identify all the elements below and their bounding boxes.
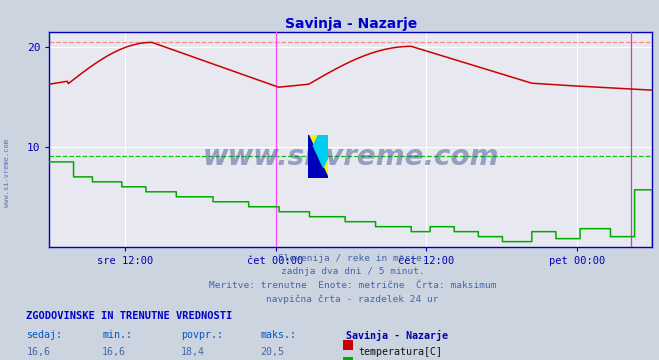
Text: 16,6: 16,6 [102, 347, 126, 357]
Text: Slovenija / reke in morje.: Slovenija / reke in morje. [278, 254, 427, 263]
Text: Savinja - Nazarje: Savinja - Nazarje [346, 330, 448, 341]
Text: www.si-vreme.com: www.si-vreme.com [3, 139, 10, 207]
Text: 20,5: 20,5 [260, 347, 284, 357]
Text: min.:: min.: [102, 330, 132, 340]
Text: maks.:: maks.: [260, 330, 297, 340]
Text: Meritve: trenutne  Enote: metrične  Črta: maksimum: Meritve: trenutne Enote: metrične Črta: … [209, 281, 496, 290]
Text: sedaj:: sedaj: [26, 330, 63, 340]
Text: www.si-vreme.com: www.si-vreme.com [203, 143, 499, 171]
Polygon shape [308, 135, 328, 178]
Text: navpična črta - razdelek 24 ur: navpična črta - razdelek 24 ur [266, 295, 439, 304]
Title: Savinja - Nazarje: Savinja - Nazarje [285, 17, 417, 31]
Polygon shape [314, 135, 328, 167]
Text: 16,6: 16,6 [26, 347, 50, 357]
Text: zadnja dva dni / 5 minut.: zadnja dva dni / 5 minut. [281, 267, 424, 276]
Text: ZGODOVINSKE IN TRENUTNE VREDNOSTI: ZGODOVINSKE IN TRENUTNE VREDNOSTI [26, 311, 233, 321]
Text: povpr.:: povpr.: [181, 330, 223, 340]
Text: 18,4: 18,4 [181, 347, 205, 357]
Text: temperatura[C]: temperatura[C] [358, 347, 442, 357]
